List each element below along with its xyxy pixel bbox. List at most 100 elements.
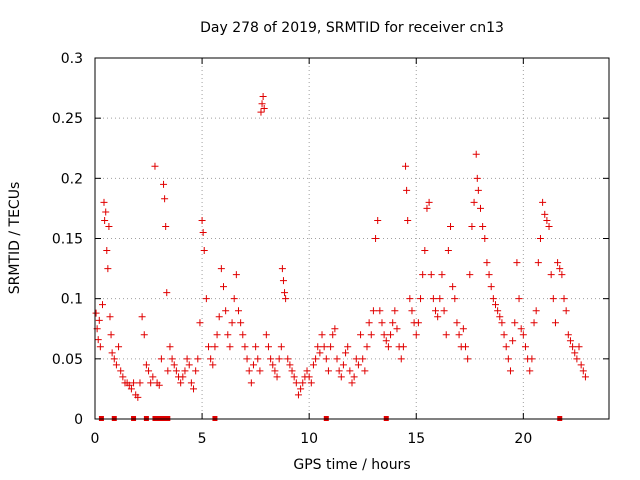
data-point bbox=[327, 343, 335, 351]
data-point bbox=[387, 331, 395, 339]
data-point bbox=[217, 265, 225, 273]
data-point bbox=[297, 385, 305, 393]
data-point bbox=[264, 343, 272, 351]
data-point bbox=[519, 331, 527, 339]
data-point bbox=[106, 313, 114, 321]
data-point bbox=[481, 235, 489, 242]
data-point bbox=[391, 307, 399, 315]
data-point bbox=[504, 355, 512, 363]
data-point bbox=[579, 367, 587, 375]
data-point bbox=[509, 337, 517, 345]
data-point bbox=[101, 216, 109, 224]
data-point bbox=[273, 373, 281, 381]
data-point bbox=[279, 277, 287, 285]
data-point bbox=[267, 355, 275, 363]
data-point bbox=[234, 307, 242, 315]
data-point bbox=[466, 271, 474, 279]
data-point bbox=[494, 307, 502, 315]
data-point bbox=[254, 355, 262, 363]
data-point bbox=[290, 373, 298, 381]
data-point bbox=[112, 361, 120, 369]
data-point bbox=[207, 355, 215, 363]
data-point bbox=[196, 319, 204, 327]
data-point bbox=[314, 343, 322, 351]
data-point bbox=[166, 343, 174, 351]
data-point bbox=[541, 210, 549, 218]
data-point bbox=[258, 100, 266, 108]
data-point bbox=[257, 108, 265, 116]
data-point bbox=[92, 309, 100, 317]
data-point bbox=[278, 265, 286, 273]
data-point bbox=[294, 391, 302, 399]
data-point bbox=[532, 307, 540, 315]
data-point bbox=[286, 361, 294, 369]
data-point bbox=[213, 331, 221, 339]
data-point bbox=[389, 319, 397, 327]
data-point bbox=[252, 343, 260, 351]
data-point bbox=[329, 331, 337, 339]
data-point bbox=[316, 349, 324, 357]
data-point bbox=[528, 355, 536, 363]
data-point bbox=[103, 247, 111, 255]
data-point bbox=[444, 247, 452, 255]
data-point bbox=[506, 367, 514, 375]
data-point bbox=[359, 355, 367, 363]
y-tick-label: 0.25 bbox=[52, 111, 83, 127]
data-point bbox=[215, 313, 223, 321]
data-point bbox=[98, 301, 106, 309]
data-point bbox=[185, 361, 193, 369]
data-point bbox=[474, 186, 482, 194]
data-point bbox=[419, 271, 427, 279]
data-point bbox=[147, 379, 155, 387]
data-point bbox=[342, 349, 350, 357]
data-point bbox=[408, 307, 416, 315]
data-point bbox=[511, 319, 519, 327]
data-marks bbox=[92, 93, 589, 421]
y-tick-label: 0.15 bbox=[52, 232, 83, 248]
data-point bbox=[577, 361, 585, 369]
data-point bbox=[406, 295, 414, 303]
data-point bbox=[239, 331, 247, 339]
data-point bbox=[181, 367, 189, 375]
data-point bbox=[453, 319, 461, 327]
data-point bbox=[205, 343, 213, 351]
data-point bbox=[163, 289, 171, 297]
data-point bbox=[102, 208, 110, 216]
data-point bbox=[331, 325, 339, 333]
data-point bbox=[354, 361, 362, 369]
data-point bbox=[256, 367, 264, 375]
data-point bbox=[536, 235, 544, 242]
data-point bbox=[436, 295, 444, 303]
data-point bbox=[487, 283, 495, 291]
data-point bbox=[438, 271, 446, 279]
data-point bbox=[357, 331, 365, 339]
data-point bbox=[241, 343, 249, 351]
data-point bbox=[530, 319, 538, 327]
data-point bbox=[309, 361, 317, 369]
data-point bbox=[417, 295, 425, 303]
x-tick-label: 0 bbox=[91, 431, 100, 447]
data-point bbox=[352, 355, 360, 363]
y-tick-label: 0.05 bbox=[52, 352, 83, 368]
data-point bbox=[434, 313, 442, 321]
data-point bbox=[228, 319, 236, 327]
data-point bbox=[187, 379, 195, 387]
data-point bbox=[222, 307, 230, 315]
data-point bbox=[104, 265, 112, 273]
data-point bbox=[224, 331, 232, 339]
data-point bbox=[491, 301, 499, 309]
y-axis-label: SRMTID / TECUs bbox=[7, 182, 23, 295]
data-point bbox=[183, 355, 191, 363]
data-point bbox=[145, 367, 153, 375]
data-point bbox=[402, 162, 410, 170]
data-point bbox=[545, 222, 553, 230]
data-point bbox=[348, 379, 356, 387]
data-point bbox=[243, 355, 251, 363]
data-point bbox=[303, 367, 311, 375]
data-point bbox=[403, 186, 411, 194]
tick-labels: 0 0.05 0.1 0.15 0.2 0.25 0.3 0 5 10 15 20 bbox=[52, 51, 532, 447]
data-point bbox=[318, 331, 326, 339]
data-point bbox=[378, 319, 386, 327]
data-point bbox=[107, 331, 115, 339]
data-point bbox=[575, 343, 583, 351]
